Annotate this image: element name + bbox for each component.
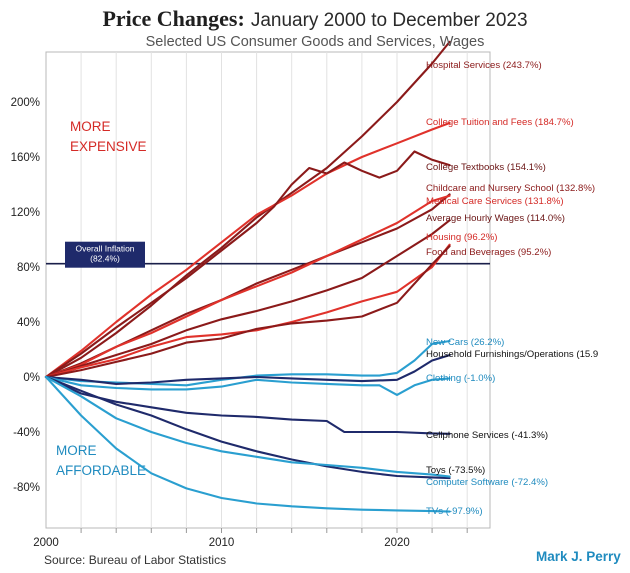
series-label-7: Food and Beverages (95.2%) bbox=[426, 247, 551, 258]
y-tick-label-3: 80% bbox=[17, 262, 40, 274]
series-label-6: Housing (96.2%) bbox=[426, 232, 497, 243]
series-label-3: Childcare and Nursery School (132.8%) bbox=[426, 183, 595, 194]
series-line-14 bbox=[44, 375, 451, 513]
series-label-12: Toys (-73.5%) bbox=[426, 465, 485, 476]
y-tick-label-6: -40% bbox=[13, 427, 40, 439]
y-tick-label-0: 200% bbox=[11, 97, 40, 109]
author-credit: Mark J. Perry bbox=[536, 549, 621, 564]
y-tick-label-7: -80% bbox=[13, 482, 40, 494]
more-affordable-line2: AFFORDABLE bbox=[56, 463, 146, 478]
series-label-11: Cellphone Services (-41.3%) bbox=[426, 430, 548, 441]
series-line-10 bbox=[44, 375, 451, 396]
series-label-4: Medical Care Services (131.8%) bbox=[426, 196, 564, 207]
series-label-14: TVs (-97.9%) bbox=[426, 506, 483, 517]
more-expensive-line1: MORE bbox=[70, 119, 111, 134]
source-note: Source: Bureau of Labor Statistics bbox=[44, 553, 227, 567]
series-label-0: Hospital Services (243.7%) bbox=[426, 60, 542, 71]
series-line-1 bbox=[44, 121, 451, 379]
series-line-12 bbox=[44, 375, 451, 480]
series-label-8: New Cars (26.2%) bbox=[426, 337, 504, 348]
y-tick-label-2: 120% bbox=[11, 207, 40, 219]
chart-title-rest: January 2000 to December 2023 bbox=[250, 10, 528, 31]
more-expensive-line2: EXPENSIVE bbox=[70, 139, 147, 154]
series-line-13 bbox=[44, 375, 451, 478]
series-line-2 bbox=[44, 150, 451, 379]
overall-inflation-box bbox=[65, 241, 145, 268]
plot-frame bbox=[45, 51, 491, 529]
chart-subtitle: Selected US Consumer Goods and Services,… bbox=[145, 34, 485, 50]
chart-title-bold: Price Changes: bbox=[102, 6, 245, 31]
series-label-5: Average Hourly Wages (114.0%) bbox=[426, 213, 565, 224]
series-label-10: Clothing (-1.0%) bbox=[426, 373, 495, 384]
more-affordable-line1: MORE bbox=[56, 443, 97, 458]
x-tick-label-0: 2000 bbox=[33, 537, 59, 549]
series-line-7 bbox=[44, 245, 451, 379]
x-tick-label-1: 2010 bbox=[209, 537, 235, 549]
y-tick-label-5: 0% bbox=[23, 372, 40, 384]
series-label-9: Household Furnishings/Operations (15.9 bbox=[426, 349, 598, 360]
overall-inflation-label: Overall Inflation bbox=[75, 244, 134, 254]
series-line-11 bbox=[44, 375, 451, 435]
chart-title: Price Changes: January 2000 to December 2… bbox=[0, 6, 630, 32]
series-label-1: College Tuition and Fees (184.7%) bbox=[426, 117, 574, 128]
series-line-5 bbox=[44, 219, 451, 379]
y-tick-label-4: 40% bbox=[17, 317, 40, 329]
series-label-13: Computer Software (-72.4%) bbox=[426, 477, 548, 488]
series-label-2: College Textbooks (154.1%) bbox=[426, 162, 546, 173]
y-tick-label-1: 160% bbox=[11, 152, 40, 164]
series-line-9 bbox=[44, 354, 451, 385]
series-line-0 bbox=[44, 40, 451, 379]
series-line-6 bbox=[44, 243, 451, 379]
overall-inflation-value: (82.4%) bbox=[90, 254, 120, 264]
series-line-4 bbox=[44, 194, 451, 379]
x-tick-label-2: 2020 bbox=[384, 537, 410, 549]
